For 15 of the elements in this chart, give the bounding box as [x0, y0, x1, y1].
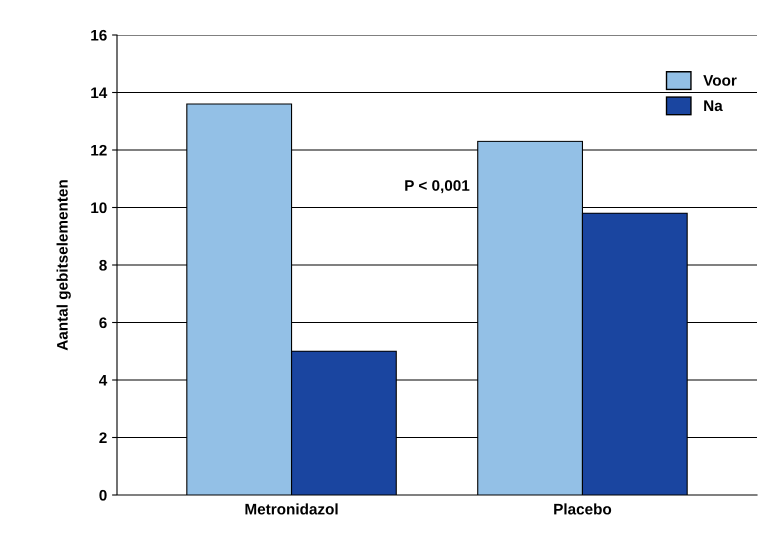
y-tick-label: 8: [99, 260, 107, 271]
y-tick-label: 2: [99, 432, 107, 444]
y-tick-label: 10: [91, 202, 107, 214]
y-tick-label: 16: [91, 30, 107, 41]
y-tick-label: 14: [91, 88, 108, 98]
y-tick-label: 0: [99, 490, 107, 501]
x-tick-label: Placebo: [554, 503, 612, 515]
y-axis-title: Aantal gebitselementen: [56, 180, 71, 350]
annotation: P < 0,001: [405, 180, 470, 194]
y-tick-label: 4: [99, 375, 108, 386]
legend-label: Voor: [703, 75, 737, 86]
x-tick-label: Metronidazol: [245, 503, 338, 515]
legend-label: Na: [704, 100, 723, 112]
y-tick-label: 6: [99, 317, 107, 328]
y-tick-label: 12: [91, 144, 107, 156]
